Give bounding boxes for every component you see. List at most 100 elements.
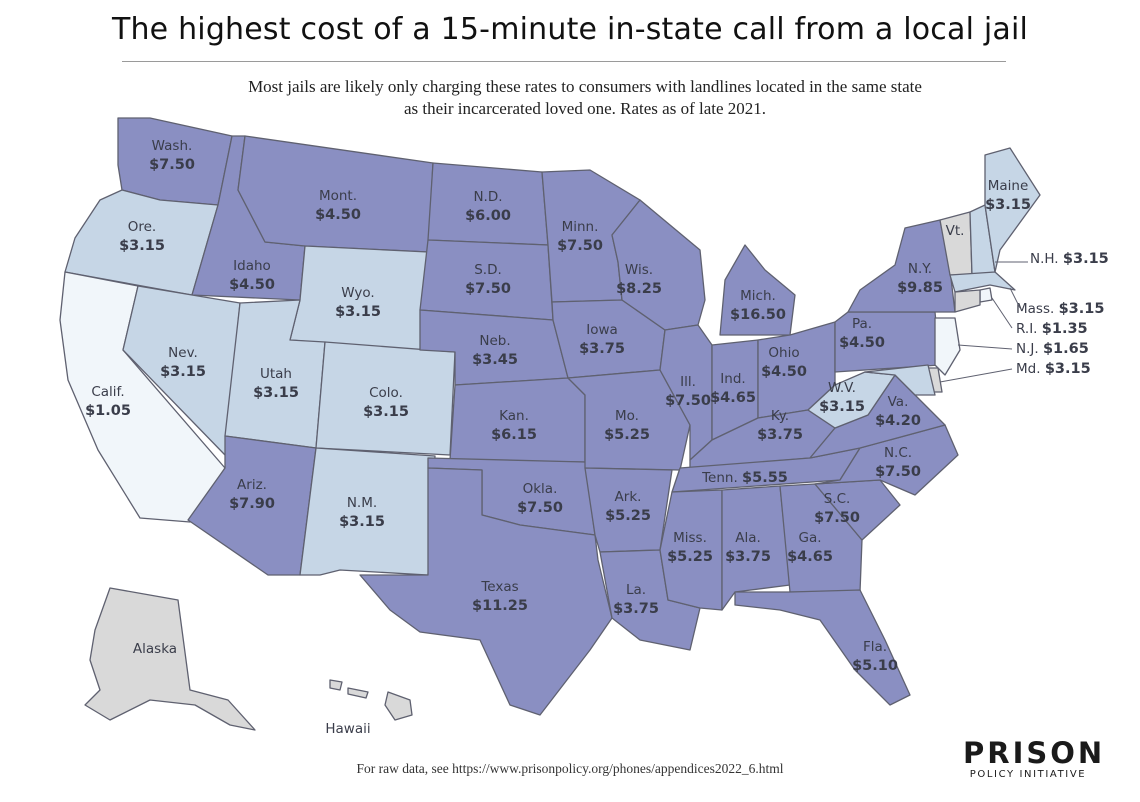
- state-name-mi: Mich.: [740, 288, 776, 304]
- state-label-la: La. $3.75: [613, 582, 659, 617]
- state-name-ny: N.Y.: [908, 261, 932, 277]
- state-label-co: Colo. $3.15: [363, 385, 409, 420]
- state-rate-la: $3.75: [613, 601, 659, 617]
- state-name-co: Colo.: [369, 385, 403, 401]
- state-shape-ri: [979, 287, 993, 303]
- state-name-ne: Neb.: [479, 333, 510, 349]
- state-name-fl: Fla.: [863, 639, 887, 655]
- state-rate-ne: $3.45: [472, 352, 518, 368]
- state-shape-ny: [847, 219, 956, 313]
- state-shape-sd: [419, 239, 554, 321]
- state-shape-nj: [934, 317, 961, 376]
- leader-ri: [991, 297, 1013, 329]
- state-name-tx: Texas: [480, 579, 518, 595]
- state-name-tn: Tenn.: [701, 470, 742, 486]
- state-rate-co: $3.15: [363, 404, 409, 420]
- state-label-wi: Wis. $8.25: [616, 262, 662, 297]
- state-label-ar: Ark. $5.25: [605, 489, 651, 524]
- state-name-ok: Okla.: [523, 481, 558, 497]
- state-name-pa: Pa.: [852, 316, 872, 332]
- state-name-wi: Wis.: [625, 262, 653, 278]
- logo-sub-text: POLICY INITIATIVE: [969, 769, 1087, 780]
- state-shape-ga: [779, 483, 863, 593]
- title-divider: [122, 61, 1006, 62]
- state-label-fl: Fla. $5.10: [852, 639, 898, 674]
- state-rate-nh: $3.15: [1063, 251, 1109, 267]
- state-label-ia: Iowa $3.75: [579, 322, 625, 357]
- state-label-sc: S.C. $7.50: [814, 491, 860, 526]
- state-label-hi: Hawaii: [325, 721, 370, 737]
- state-rate-mt: $4.50: [315, 207, 361, 223]
- state-rate-me: $3.15: [985, 197, 1031, 213]
- state-label-nv: Nev. $3.15: [160, 345, 206, 380]
- state-shape-md: [864, 364, 936, 396]
- logo-main-text: PRISON: [963, 736, 1106, 770]
- state-rate-wi: $8.25: [616, 281, 662, 297]
- state-label-ma: Mass. $3.15: [1016, 301, 1104, 317]
- state-shape-ma: [949, 271, 1016, 293]
- state-rate-oh: $4.50: [761, 364, 807, 380]
- state-rate-in: $4.65: [710, 390, 756, 406]
- map-subtitle: Most jails are likely only charging thes…: [130, 76, 1040, 120]
- state-shape-or: [64, 189, 219, 296]
- state-rate-wy: $3.15: [335, 304, 381, 320]
- state-shape-nm: [299, 447, 436, 576]
- state-label-wy: Wyo. $3.15: [335, 285, 381, 320]
- state-label-ca: Calif. $1.05: [85, 384, 131, 419]
- state-shape-ak: [84, 587, 256, 731]
- state-name-nm: N.M.: [347, 495, 377, 511]
- state-name-az: Ariz.: [237, 477, 267, 493]
- prison-policy-logo: PRISON POLICY INITIATIVE: [963, 736, 1106, 781]
- state-name-in: Ind.: [720, 371, 745, 387]
- state-label-sd: S.D. $7.50: [465, 262, 511, 297]
- state-rate-ny: $9.85: [897, 280, 943, 296]
- state-labels: Wash. $7.50 Ore. $3.15 Calif. $1.05 Idaho $4.50…: [85, 138, 1109, 737]
- state-label-mt: Mont. $4.50: [315, 188, 361, 223]
- state-label-mo: Mo. $5.25: [604, 408, 650, 443]
- state-rate-nm: $3.15: [339, 514, 385, 530]
- leader-ma: [1009, 287, 1021, 309]
- state-shape-hi: [329, 679, 413, 721]
- state-label-il: Ill. $7.50: [665, 374, 711, 409]
- state-name-ga: Ga.: [798, 530, 821, 546]
- state-label-pa: Pa. $4.50: [839, 316, 885, 351]
- state-rate-il: $7.50: [665, 393, 711, 409]
- state-rate-sc: $7.50: [814, 510, 860, 526]
- state-rate-wa: $7.50: [149, 157, 195, 173]
- state-rate-wv: $3.15: [819, 399, 865, 415]
- state-label-wa: Wash. $7.50: [149, 138, 195, 173]
- state-label-ak: Alaska: [133, 641, 177, 657]
- state-label-nm: N.M. $3.15: [339, 495, 385, 530]
- state-rate-ok: $7.50: [517, 500, 563, 516]
- state-rate-nd: $6.00: [465, 208, 511, 224]
- state-name-wy: Wyo.: [341, 285, 374, 301]
- state-name-me: Maine: [988, 178, 1029, 194]
- state-label-or: Ore. $3.15: [119, 219, 165, 254]
- state-rate-va: $4.20: [875, 413, 921, 429]
- subtitle-line-2: as their incarcerated loved one. Rates a…: [403, 99, 767, 118]
- state-label-tx: Texas $11.25: [472, 579, 528, 614]
- state-name-ri: R.I.: [1016, 321, 1042, 337]
- subtitle-line-1: Most jails are likely only charging thes…: [248, 77, 922, 96]
- state-label-ri: R.I. $1.35: [1016, 321, 1088, 337]
- state-rate-mn: $7.50: [557, 238, 603, 254]
- state-rate-or: $3.15: [119, 238, 165, 254]
- state-name-ar: Ark.: [615, 489, 642, 505]
- state-rate-mi: $16.50: [730, 307, 786, 323]
- state-label-ks: Kan. $6.15: [491, 408, 537, 443]
- state-name-nj: N.J.: [1016, 341, 1043, 357]
- state-name-ms: Miss.: [673, 530, 707, 546]
- state-rate-id: $4.50: [229, 277, 275, 293]
- state-name-ia: Iowa: [586, 322, 618, 338]
- leader-md: [939, 368, 1013, 383]
- leader-nj: [957, 344, 1013, 350]
- state-name-nd: N.D.: [473, 189, 502, 205]
- state-rate-ia: $3.75: [579, 341, 625, 357]
- state-rate-ri: $1.35: [1042, 321, 1088, 337]
- state-label-wv: W.V. $3.15: [819, 380, 865, 415]
- state-name-wv: W.V.: [828, 380, 856, 396]
- state-label-me: Maine $3.15: [985, 178, 1031, 213]
- state-rate-nj: $1.65: [1043, 341, 1089, 357]
- leader-lines: [939, 261, 1028, 383]
